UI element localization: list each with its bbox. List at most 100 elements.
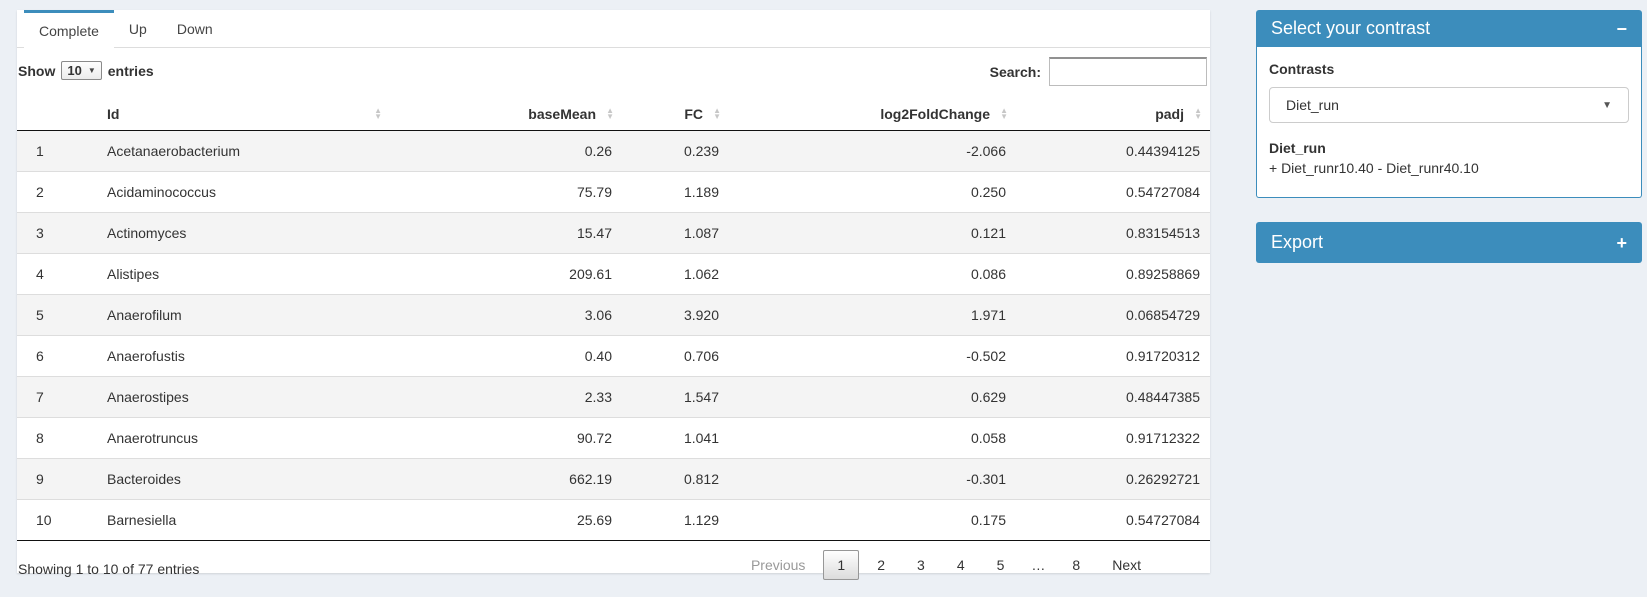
page-length-value: 10 bbox=[67, 63, 82, 78]
cell: 0.26292721 bbox=[1016, 458, 1210, 500]
tab-down[interactable]: Down bbox=[176, 21, 213, 37]
cell: 0.058 bbox=[729, 417, 1016, 459]
dropdown-arrow-icon: ▼ bbox=[87, 66, 96, 75]
previous-page-button[interactable]: Previous bbox=[750, 557, 806, 573]
table-row: 9 Bacteroides 662.19 0.812 -0.301 0.26292721 bbox=[17, 458, 1210, 500]
cell: 0.175 bbox=[729, 499, 1016, 541]
next-page-button[interactable]: Next bbox=[1112, 557, 1141, 573]
contrasts-label: Contrasts bbox=[1269, 61, 1335, 77]
row-index-cell: 3 bbox=[17, 212, 97, 254]
cell: 0.239 bbox=[683, 143, 719, 159]
show-label: Show bbox=[18, 62, 56, 79]
column-header-basemean[interactable]: baseMean ▲ ▼ bbox=[390, 98, 622, 131]
cell: -0.301 bbox=[729, 458, 1016, 500]
cell: Acidaminococcus bbox=[97, 171, 390, 213]
table-row: 10 Barnesiella 25.69 1.129 0.175 0.54727084 bbox=[17, 499, 1210, 541]
cell: 0.06854729 bbox=[1016, 294, 1210, 336]
cell: 75.79 bbox=[390, 171, 622, 213]
search-control: Search: bbox=[990, 57, 1207, 86]
page-button[interactable]: 8 bbox=[1072, 557, 1081, 573]
sort-icon: ▲ ▼ bbox=[374, 106, 382, 121]
contrast-panel-header[interactable]: Select your contrast − bbox=[1256, 10, 1642, 47]
contrast-panel-body: Contrasts Diet_run ▼ Diet_run + Diet_run… bbox=[1256, 47, 1642, 198]
cell: 1.971 bbox=[729, 294, 1016, 336]
cell: 0.48447385 bbox=[1016, 376, 1210, 418]
column-header-id[interactable]: Id ▲ ▼ bbox=[97, 98, 390, 131]
sort-icon: ▲ ▼ bbox=[1000, 106, 1008, 121]
cell: 0.706 bbox=[622, 335, 729, 377]
cell: 209.61 bbox=[390, 253, 622, 295]
page-button[interactable]: 5 bbox=[996, 557, 1005, 573]
contrast-select[interactable]: Diet_run ▼ bbox=[1269, 87, 1629, 123]
tab-bar: Complete Up Down bbox=[17, 10, 1210, 48]
cell: 3.06 bbox=[390, 294, 622, 336]
cell: 0.812 bbox=[622, 458, 729, 500]
cell: 0.54727084 bbox=[1016, 171, 1210, 213]
contrast-formula: + Diet_runr10.40 - Diet_runr40.10 bbox=[1269, 160, 1479, 176]
cell: Alistipes bbox=[97, 253, 390, 295]
row-index-cell: 5 bbox=[17, 294, 97, 336]
results-table: Id ▲ ▼ baseMean ▲ ▼ FC ▲ ▼ log2FoldChange ▲ ▼ padj ▲ ▼… bbox=[17, 98, 1210, 541]
row-index-cell: 1 bbox=[36, 143, 44, 159]
table-row: 5 Anaerofilum 3.06 3.920 1.971 0.06854729 bbox=[17, 294, 1210, 336]
row-index-cell: 9 bbox=[17, 458, 97, 500]
page-button[interactable]: 2 bbox=[877, 557, 886, 573]
cell: 0.086 bbox=[729, 253, 1016, 295]
tab-complete[interactable]: Complete bbox=[24, 10, 114, 48]
cell: 0.250 bbox=[729, 171, 1016, 213]
table-row: 2 Acidaminococcus 75.79 1.189 0.250 0.5472708… bbox=[17, 171, 1210, 213]
table-row: 7 Anaerostipes 2.33 1.547 0.629 0.48447385 bbox=[17, 376, 1210, 418]
cell: 0.54727084 bbox=[1016, 499, 1210, 541]
cell: Anaerofilum bbox=[97, 294, 390, 336]
cell: Acetanaerobacterium bbox=[107, 143, 241, 159]
cell: 1.062 bbox=[622, 253, 729, 295]
search-input[interactable] bbox=[1049, 57, 1207, 86]
cell: 0.44394125 bbox=[1126, 143, 1200, 159]
page-buttons: 1 2 3 4 5 … 8 bbox=[819, 550, 1094, 580]
cell: 0.89258869 bbox=[1016, 253, 1210, 295]
tab-up[interactable]: Up bbox=[128, 21, 147, 37]
page-button[interactable]: 1 bbox=[823, 550, 860, 580]
table-row: 3 Actinomyces 15.47 1.087 0.121 0.83154513 bbox=[17, 212, 1210, 254]
page-length-select[interactable]: 10 ▼ bbox=[61, 61, 102, 80]
pagination: Previous 1 2 3 4 5 … 8 Next bbox=[733, 550, 1155, 580]
sort-icon: ▲ ▼ bbox=[713, 106, 721, 121]
row-index-cell: 2 bbox=[17, 171, 97, 213]
cell: 662.19 bbox=[390, 458, 622, 500]
cell: 1.041 bbox=[622, 417, 729, 459]
table-toolbar: Show 10 ▼ entries Search: bbox=[17, 48, 1210, 98]
contrast-panel: Select your contrast − Contrasts Diet_ru… bbox=[1256, 10, 1642, 198]
cell: Anaerofustis bbox=[97, 335, 390, 377]
page-length-control: Show 10 ▼ entries bbox=[18, 61, 154, 80]
expand-icon[interactable]: + bbox=[1616, 232, 1627, 253]
contrast-name: Diet_run bbox=[1269, 140, 1326, 156]
cell: 1.547 bbox=[622, 376, 729, 418]
cell: Barnesiella bbox=[97, 499, 390, 541]
cell: 0.26 bbox=[584, 143, 612, 159]
column-header-padj[interactable]: padj ▲ ▼ bbox=[1016, 98, 1210, 131]
cell: 0.629 bbox=[729, 376, 1016, 418]
table-footer: Showing 1 to 10 of 77 entries Previous 1… bbox=[17, 541, 1210, 597]
cell: 90.72 bbox=[390, 417, 622, 459]
collapse-icon[interactable]: − bbox=[1616, 18, 1627, 39]
search-label: Search: bbox=[989, 63, 1041, 80]
header-row: Id ▲ ▼ baseMean ▲ ▼ FC ▲ ▼ log2FoldChange ▲ ▼ padj ▲ ▼ bbox=[17, 98, 1210, 131]
table-header: Id ▲ ▼ baseMean ▲ ▼ FC ▲ ▼ log2FoldChange ▲ ▼ padj ▲ ▼ bbox=[17, 98, 1210, 131]
export-panel-header[interactable]: Export + bbox=[1256, 222, 1642, 263]
entries-label: entries bbox=[107, 62, 154, 79]
cell: -0.502 bbox=[729, 335, 1016, 377]
column-header-label: padj bbox=[1155, 106, 1184, 122]
cell: 1.129 bbox=[622, 499, 729, 541]
page-button[interactable]: 3 bbox=[917, 557, 925, 573]
row-index-cell: 7 bbox=[17, 376, 97, 418]
cell: 0.91712322 bbox=[1016, 417, 1210, 459]
cell: 15.47 bbox=[390, 212, 622, 254]
contrast-panel-title: Select your contrast bbox=[1271, 18, 1431, 38]
column-header-log2foldchange[interactable]: log2FoldChange ▲ ▼ bbox=[729, 98, 1016, 131]
column-header-fc[interactable]: FC ▲ ▼ bbox=[622, 98, 729, 131]
cell: 25.69 bbox=[390, 499, 622, 541]
page-button[interactable]: 4 bbox=[956, 557, 965, 573]
contrast-select-value: Diet_run bbox=[1286, 97, 1339, 113]
pagination-ellipsis: … bbox=[1031, 557, 1046, 573]
table-info: Showing 1 to 10 of 77 entries bbox=[18, 561, 200, 577]
